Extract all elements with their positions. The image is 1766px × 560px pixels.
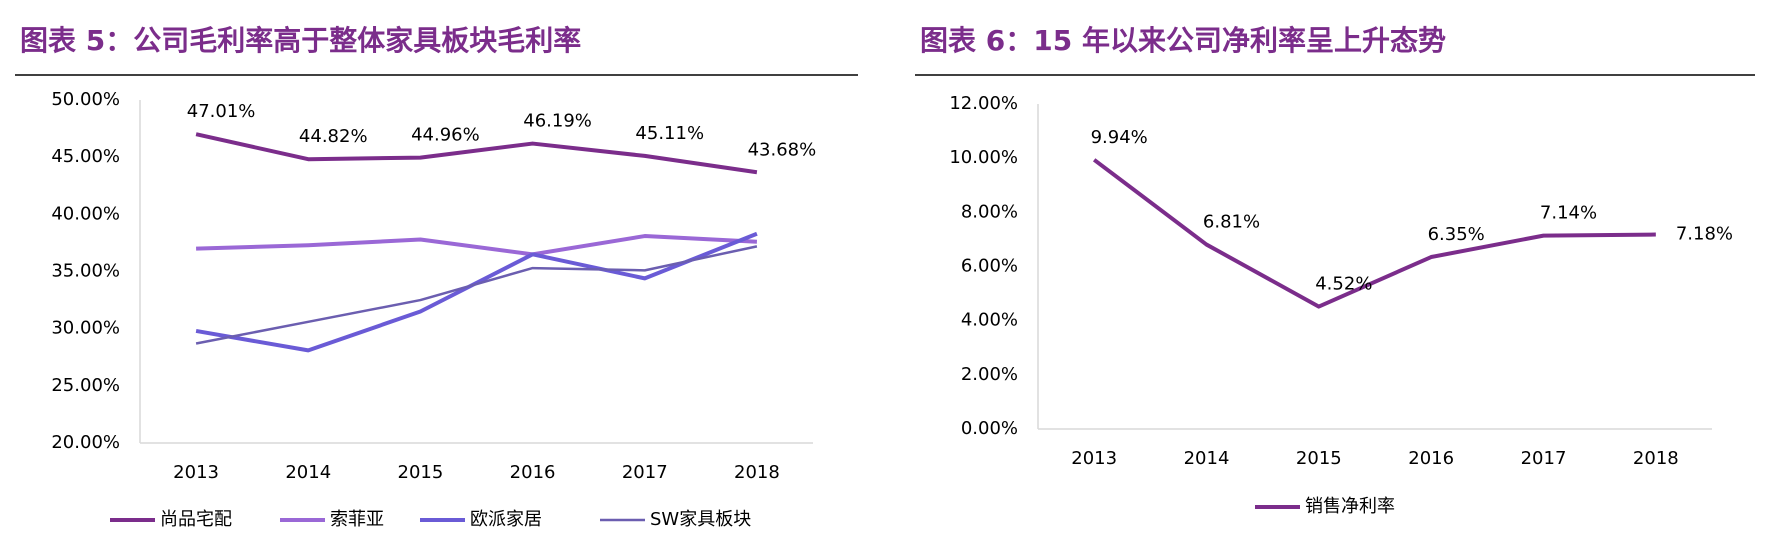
data-label: 43.68% (748, 139, 817, 160)
y-tick-label: 8.00% (961, 201, 1018, 222)
data-label: 7.14% (1540, 203, 1597, 224)
legend-label: 欧派家居 (470, 509, 542, 530)
data-label: 44.96% (411, 125, 480, 146)
x-tick-label: 2013 (1071, 448, 1117, 469)
x-tick-label: 2015 (1296, 448, 1342, 469)
x-tick-label: 2018 (734, 462, 780, 483)
y-tick-label: 30.00% (51, 318, 120, 339)
series-line (195, 132, 758, 175)
x-tick-label: 2015 (398, 462, 444, 483)
x-tick-label: 2013 (173, 462, 219, 483)
y-tick-label: 40.00% (51, 203, 120, 224)
x-tick-label: 2014 (285, 462, 331, 483)
legend-label: SW家具板块 (650, 509, 751, 530)
legend-label: 尚品宅配 (160, 509, 232, 530)
series-line (196, 234, 758, 257)
y-tick-label: 2.00% (961, 364, 1018, 385)
y-tick-label: 6.00% (961, 256, 1018, 277)
x-tick-label: 2017 (622, 462, 668, 483)
data-label: 6.81% (1203, 212, 1260, 233)
chart-title: 图表 5：公司毛利率高于整体家具板块毛利率 (20, 24, 581, 57)
y-tick-label: 45.00% (51, 146, 120, 167)
data-label: 46.19% (523, 111, 592, 132)
x-tick-label: 2016 (510, 462, 556, 483)
data-label: 4.52% (1315, 274, 1372, 295)
legend-label: 销售净利率 (1305, 496, 1395, 517)
x-tick-label: 2017 (1521, 448, 1567, 469)
y-tick-label: 0.00% (961, 418, 1018, 439)
y-tick-label: 10.00% (949, 147, 1018, 168)
y-tick-label: 20.00% (51, 432, 120, 453)
series-line (195, 231, 758, 353)
series-line (1092, 158, 1656, 309)
y-tick-label: 4.00% (961, 310, 1018, 331)
x-tick-label: 2018 (1633, 448, 1679, 469)
y-tick-label: 35.00% (51, 261, 120, 282)
data-label: 7.18% (1676, 224, 1733, 245)
y-tick-label: 12.00% (949, 93, 1018, 114)
data-label: 45.11% (635, 123, 704, 144)
data-label: 47.01% (187, 101, 256, 122)
chart-title: 图表 6：15 年以来公司净利率呈上升态势 (920, 24, 1446, 57)
data-label: 6.35% (1428, 224, 1485, 245)
legend-label: 索菲亚 (330, 509, 384, 530)
x-tick-label: 2016 (1408, 448, 1454, 469)
x-tick-label: 2014 (1184, 448, 1230, 469)
data-label: 44.82% (299, 126, 368, 147)
data-label: 9.94% (1091, 127, 1148, 148)
y-tick-label: 50.00% (51, 89, 120, 110)
y-tick-label: 25.00% (51, 375, 120, 396)
series-line (195, 245, 758, 345)
